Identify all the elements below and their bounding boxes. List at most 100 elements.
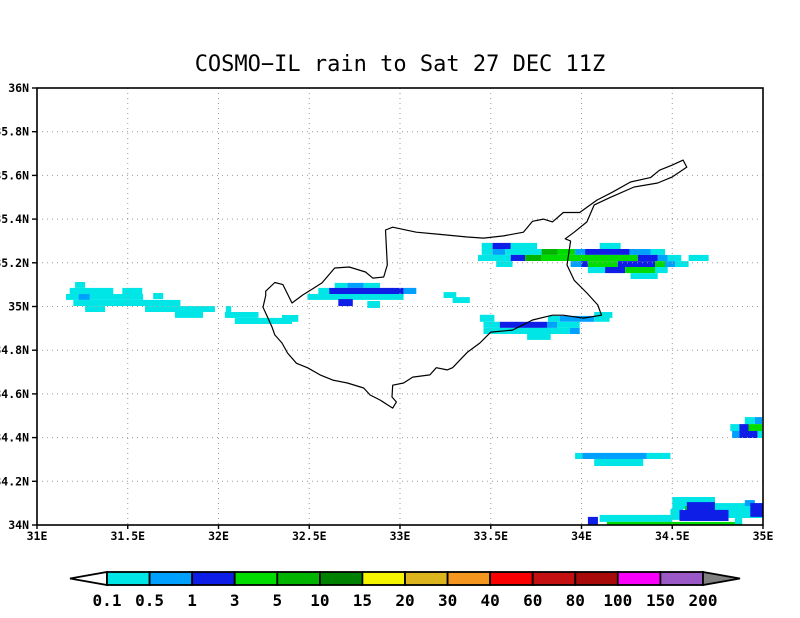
colorbar-segment — [616, 571, 662, 586]
rain-cell — [570, 261, 582, 267]
colorbar-label: 60 — [523, 591, 542, 610]
colorbar-segment — [531, 571, 577, 586]
colorbar-label: 30 — [438, 591, 457, 610]
rain-cell — [492, 242, 511, 249]
colorbar-segment — [361, 571, 406, 586]
y-axis-label: 34.4N — [0, 431, 29, 445]
rain-cell — [122, 287, 143, 294]
y-axis-label: 34.6N — [0, 387, 29, 401]
rain-cell — [174, 312, 203, 318]
rain-cell — [675, 261, 689, 267]
colorbar-segment — [404, 571, 449, 586]
cyprus-coastline — [262, 159, 688, 409]
rain-cell — [85, 306, 106, 312]
colorbar-segment — [191, 571, 236, 586]
rain-cell — [594, 312, 613, 318]
rain-cell — [646, 452, 671, 459]
x-axis-label: 34E — [571, 529, 592, 543]
colorbar-label: 0.5 — [135, 591, 164, 610]
rain-cell — [594, 315, 610, 322]
rain-cell — [492, 249, 506, 255]
chart-title: COSMO−IL rain to Sat 27 DEC 11Z — [194, 52, 606, 77]
rain-cell — [481, 242, 493, 249]
rain-cell — [655, 261, 665, 267]
colorbar-segment — [233, 571, 279, 586]
rain-cell — [575, 249, 586, 255]
rain-cell — [679, 509, 729, 521]
x-axis-label: 31E — [27, 529, 48, 543]
rain-cell — [744, 500, 755, 506]
rain-cell — [73, 299, 181, 306]
rain-cell — [734, 516, 743, 524]
rain-cell — [606, 521, 743, 525]
colorbar-label: 100 — [603, 591, 632, 610]
rain-cell — [757, 431, 763, 438]
colorbar-label: 1 — [187, 591, 197, 610]
rain-cell — [657, 254, 668, 261]
rain-cell — [478, 254, 511, 261]
rain-cell — [594, 459, 644, 466]
y-axis-label: 35.2N — [0, 256, 29, 270]
colorbar-segment — [574, 571, 619, 586]
x-axis-label: 32E — [208, 529, 229, 543]
rain-cell — [153, 293, 164, 300]
rain-cell — [739, 424, 749, 432]
colorbar-segment — [446, 571, 492, 586]
y-axis-label: 34N — [8, 518, 29, 532]
x-axis-label: 32.5E — [292, 529, 327, 543]
colorbar-label: 40 — [480, 591, 499, 610]
colorbar-segment — [659, 571, 704, 586]
colorbar: 0.1 0.5 1 3 5 10 15 20 30 40 60 80 100 150 200 — [69, 570, 741, 610]
rain-cell — [605, 267, 626, 274]
y-axis-label: 36N — [8, 81, 29, 95]
rain-cell — [629, 249, 651, 255]
rain-cell — [318, 287, 330, 294]
rain-cell — [510, 254, 526, 261]
rain-cell — [581, 261, 588, 267]
rain-cell — [582, 452, 647, 459]
rain-cell — [66, 294, 144, 300]
rain-cell — [587, 261, 618, 267]
rain-cell — [665, 261, 675, 267]
y-axis-label: 35.6N — [0, 168, 29, 182]
x-axis-label: 34.5E — [655, 529, 690, 543]
rain-cell — [69, 287, 114, 294]
rain-cell — [650, 249, 665, 255]
colorbar-label: 80 — [566, 591, 585, 610]
rain-cell — [585, 249, 630, 255]
rain-cell — [547, 315, 560, 322]
rain-cell — [667, 254, 682, 261]
rain-cell — [547, 321, 557, 328]
rain-cell — [481, 249, 493, 255]
colorbar-label: 0.1 — [93, 591, 122, 610]
rain-cell — [525, 254, 542, 261]
rain-cell — [754, 417, 763, 425]
rain-cell — [655, 267, 668, 274]
colorbar-label: 3 — [230, 591, 240, 610]
map-plot: 36N 35.8N 35.6N 35.4N 35.2N 35N 34.8N 34.6N 34.4… — [0, 81, 773, 543]
rain-cell — [739, 431, 758, 438]
y-axis-label: 35.4N — [0, 212, 29, 226]
rain-cell — [569, 327, 580, 334]
y-axis-label: 34.2N — [0, 474, 29, 488]
rain-cell — [347, 282, 364, 288]
y-axis-label: 35.8N — [0, 125, 29, 139]
rain-cell — [748, 424, 763, 432]
colorbar-arrow-right — [702, 570, 741, 587]
rain-cell — [688, 254, 709, 261]
rain-cell — [479, 314, 495, 322]
colorbar-segment — [106, 571, 151, 586]
rain-cell — [670, 509, 684, 520]
colorbar-arrow-left — [69, 570, 108, 587]
x-axis-label: 31.5E — [110, 529, 145, 543]
colorbar-label: 15 — [353, 591, 372, 610]
rain-cell — [443, 292, 457, 298]
rain-cell — [510, 242, 537, 249]
rain-cell — [599, 242, 621, 249]
rain-cell — [559, 315, 595, 322]
rain-cell — [732, 431, 740, 438]
rain-cell — [587, 267, 606, 274]
rain-cell — [637, 254, 658, 261]
rain-cell — [145, 306, 215, 312]
